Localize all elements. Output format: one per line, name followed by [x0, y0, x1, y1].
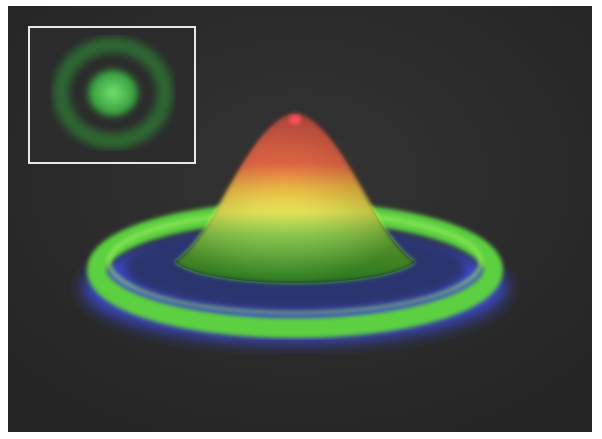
peak-shading [175, 113, 415, 283]
inset [28, 26, 196, 164]
peak-tip [289, 115, 301, 125]
inset-core [83, 65, 143, 121]
inset-ring [53, 37, 173, 149]
profile [83, 113, 507, 343]
